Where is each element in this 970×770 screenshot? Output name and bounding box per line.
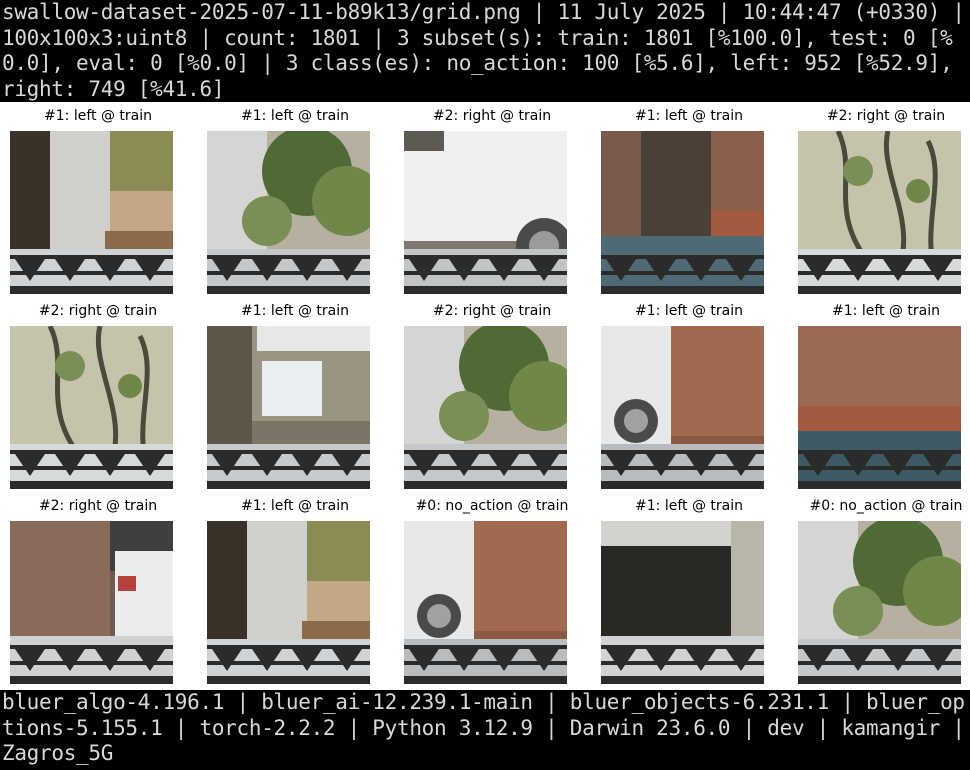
cell-caption: #0: no_action @ train (809, 498, 963, 514)
grid-cell: #0: no_action @ train (788, 492, 970, 687)
version-footer: bluer_algo-4.196.1 | bluer_ai-12.239.1-m… (0, 690, 970, 770)
grid-cell: #1: left @ train (591, 102, 787, 297)
cell-thumbnail (10, 521, 173, 684)
grid-cell: #1: left @ train (591, 297, 787, 492)
grid-cell: #2: right @ train (0, 297, 196, 492)
cell-caption: #1: left @ train (241, 108, 349, 124)
dataset-header: swallow-dataset-2025-07-11-b89k13/grid.p… (0, 0, 970, 102)
cell-caption: #1: left @ train (241, 303, 349, 319)
grid-cell: #0: no_action @ train (394, 492, 590, 687)
cell-thumbnail (601, 521, 764, 684)
grid-cell: #2: right @ train (0, 492, 196, 687)
cell-caption: #2: right @ train (38, 303, 158, 319)
cell-caption: #1: left @ train (44, 108, 152, 124)
cell-thumbnail (207, 521, 370, 684)
grid-cell: #1: left @ train (0, 102, 196, 297)
image-grid: #1: left @ train #1: left @ train (0, 102, 970, 690)
grid-cell: #2: right @ train (788, 102, 970, 297)
cell-caption: #1: left @ train (635, 303, 743, 319)
cell-thumbnail (601, 326, 764, 489)
grid-cell: #1: left @ train (197, 102, 393, 297)
cell-caption: #2: right @ train (432, 108, 552, 124)
cell-caption: #1: left @ train (635, 108, 743, 124)
cell-thumbnail (798, 326, 961, 489)
cell-thumbnail (601, 131, 764, 294)
grid-cell: #1: left @ train (591, 492, 787, 687)
cell-thumbnail (207, 326, 370, 489)
cell-caption: #2: right @ train (826, 108, 946, 124)
cell-thumbnail (404, 326, 567, 489)
cell-thumbnail (798, 131, 961, 294)
cell-thumbnail (10, 131, 173, 294)
cell-thumbnail (404, 131, 567, 294)
cell-caption: #1: left @ train (832, 303, 940, 319)
cell-caption: #2: right @ train (38, 498, 158, 514)
grid-cell: #1: left @ train (197, 492, 393, 687)
grid-cell: #1: left @ train (788, 297, 970, 492)
cell-caption: #1: left @ train (241, 498, 349, 514)
cell-thumbnail (10, 326, 173, 489)
cell-thumbnail (207, 131, 370, 294)
grid-cell: #1: left @ train (197, 297, 393, 492)
grid-cell: #2: right @ train (394, 102, 590, 297)
cell-thumbnail (798, 521, 961, 684)
cell-caption: #1: left @ train (635, 498, 743, 514)
cell-thumbnail (404, 521, 567, 684)
grid-cell: #2: right @ train (394, 297, 590, 492)
cell-caption: #2: right @ train (432, 303, 552, 319)
cell-caption: #0: no_action @ train (415, 498, 569, 514)
